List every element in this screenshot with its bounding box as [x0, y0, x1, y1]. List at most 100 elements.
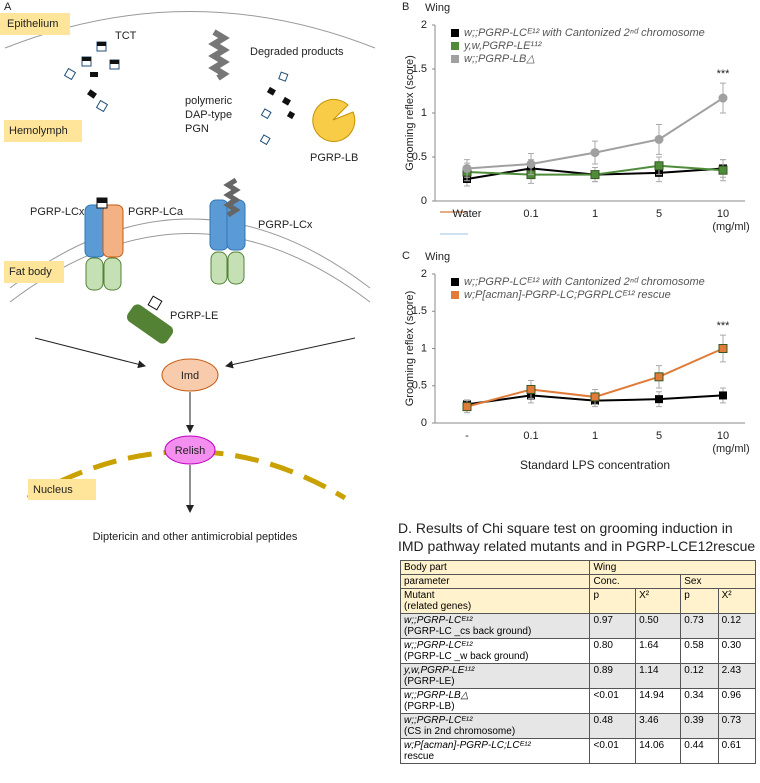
- y-tick-label: 0.5: [412, 380, 427, 392]
- table-cell: 0.73: [680, 613, 719, 639]
- cell-line: (PGRP-LC _cs back ground): [404, 626, 532, 637]
- label: Fat body: [9, 266, 52, 278]
- marker: [719, 391, 727, 400]
- arrow: [225, 337, 356, 369]
- table-cell: Wing: [589, 560, 756, 575]
- table-cell: 3.46: [635, 713, 682, 739]
- receptor-domain: [85, 257, 104, 291]
- marker: [526, 384, 536, 394]
- label: PGRP-LCx: [30, 206, 85, 218]
- tct-bound: [97, 198, 107, 203]
- table-cell: 0.39: [680, 713, 719, 739]
- marker: [590, 170, 600, 180]
- marker: [590, 392, 600, 402]
- table-cell: 0.44: [680, 738, 719, 764]
- label: Imd: [181, 370, 199, 382]
- x-tick-label: 5: [656, 208, 662, 220]
- table-cell: Body part: [399, 560, 591, 575]
- x-tick-label: 10: [717, 430, 729, 442]
- cell-line: w;;PGRP-LCᴱ¹²: [404, 715, 473, 726]
- y-tick-label: 1: [421, 342, 427, 354]
- label-box: [4, 261, 64, 283]
- marker: [718, 165, 728, 175]
- tct-bound: [147, 295, 163, 311]
- label: PGRP-LCx: [258, 219, 313, 231]
- legend-label: w;P[acman]-PGRP-LC;PGRPLCᴱ¹² rescue: [464, 289, 671, 301]
- x-tick-label: 0.1: [523, 430, 538, 442]
- label-box: [4, 120, 82, 142]
- marker: [654, 134, 664, 144]
- x-unit: (mg/ml): [712, 443, 749, 455]
- cell-line: (PGRP-LE): [404, 676, 455, 687]
- table-cell: <0.01: [589, 738, 637, 764]
- legend-swatch: [451, 42, 459, 50]
- table-row: w;;PGRP-LB△ (PGRP-LB) <0.01 14.94 0.34 0.96: [399, 688, 757, 714]
- cell-line: w;;PGRP-LB△: [404, 690, 469, 701]
- legend-swatch: [451, 55, 459, 63]
- pgn-bound: [223, 177, 241, 218]
- table-cell: 0.12: [717, 613, 757, 639]
- pgrp-lcx: [209, 199, 229, 251]
- figure: A Epithelium TCT Degraded products polym…: [0, 1, 750, 543]
- table-cell: w;;PGRP-LB△ (PGRP-LB): [399, 688, 591, 714]
- cell-line: (PGRP-LB): [404, 701, 455, 712]
- y-tick-label: 1: [421, 107, 427, 119]
- table-cell: 14.06: [635, 738, 682, 764]
- y-tick-label: 2: [421, 19, 427, 31]
- legend-label: w;;PGRP-LCᴱ¹² with Cantonized 2ⁿᵈ chromo…: [464, 276, 705, 288]
- marker: [590, 148, 600, 158]
- x-tick-label: 1: [592, 430, 598, 442]
- x-tick-label: Water: [453, 208, 482, 220]
- table-row: w;;PGRP-LCᴱ¹² (PGRP-LC _w back ground) 0.8…: [399, 638, 757, 664]
- y-axis-label: Grooming reflex (score): [404, 291, 416, 407]
- label: PGRP-LE: [170, 310, 218, 322]
- marker: [655, 395, 663, 404]
- table-cell: w;;PGRP-LCᴱ¹² (PGRP-LC _cs back ground): [399, 613, 591, 639]
- marker: [462, 402, 472, 412]
- panel-label: A: [4, 1, 12, 13]
- y-tick-label: 1.5: [412, 63, 427, 75]
- table-cell: 0.61: [717, 738, 757, 764]
- cell-line: (related genes): [404, 601, 472, 612]
- label: Relish: [175, 445, 206, 457]
- table-cell: X²: [717, 588, 757, 614]
- table-cell: w;;PGRP-LCᴱ¹² (CS in 2nd chromosome): [399, 713, 591, 739]
- pgn-polymer: [208, 29, 230, 81]
- table-cell: y,w,PGRP-LE¹¹² (PGRP-LE): [399, 663, 591, 689]
- table-cell: 2.43: [717, 663, 757, 689]
- cell-line: w;;PGRP-LCᴱ¹²: [404, 640, 473, 651]
- table-title: D. Results of Chi square test on groomin…: [398, 520, 756, 554]
- label: Hemolymph: [9, 125, 68, 137]
- table-cell: 0.89: [589, 663, 637, 689]
- x-tick-label: 10: [717, 208, 729, 220]
- legend-label: w;;PGRP-LCᴱ¹² with Cantonized 2ⁿᵈ chromo…: [464, 27, 705, 39]
- imd-node: [161, 358, 219, 392]
- table-cell: Conc.: [589, 574, 682, 589]
- table-cell: Mutant (related genes): [399, 588, 591, 614]
- table-row: w;;PGRP-LCᴱ¹² (PGRP-LC _cs back ground) 0.…: [399, 613, 757, 639]
- table-row: y,w,PGRP-LE¹¹² (PGRP-LE) 0.89 1.14 0.12 2.43: [399, 663, 757, 689]
- fat-body-membrane: [9, 218, 371, 289]
- pgrp-lb-enzyme: [312, 98, 356, 142]
- label-box: [28, 479, 96, 500]
- receptor-domain: [103, 257, 122, 291]
- table-cell: w;P[acman]-PGRP-LC;LCᴱ¹² rescue: [399, 738, 591, 764]
- cell-line: rescue: [404, 751, 435, 762]
- label: Diptericin and other antimicrobial pepti…: [93, 531, 298, 543]
- x-axis-label: Standard LPS concentration: [520, 458, 670, 472]
- x-tick-label: 1: [592, 208, 598, 220]
- cell-line: Mutant: [404, 590, 435, 601]
- table-cell: 0.48: [589, 713, 637, 739]
- table-cell: 0.34: [680, 688, 719, 714]
- legend-swatch: [451, 278, 459, 286]
- y-tick-label: 0: [421, 417, 427, 429]
- label: PGN: [185, 123, 209, 135]
- table-cell: p: [680, 588, 719, 614]
- receptor-domain: [210, 251, 228, 285]
- table-cell: w;;PGRP-LCᴱ¹² (PGRP-LC _w back ground): [399, 638, 591, 664]
- receptor-domain: [227, 251, 245, 285]
- table-row: w;;PGRP-LCᴱ¹² (CS in 2nd chromosome) 0.48 3…: [399, 713, 757, 739]
- table-cell: 0.97: [589, 613, 637, 639]
- table-cell: 14.94: [635, 688, 682, 714]
- pgrp-lca: [102, 204, 124, 258]
